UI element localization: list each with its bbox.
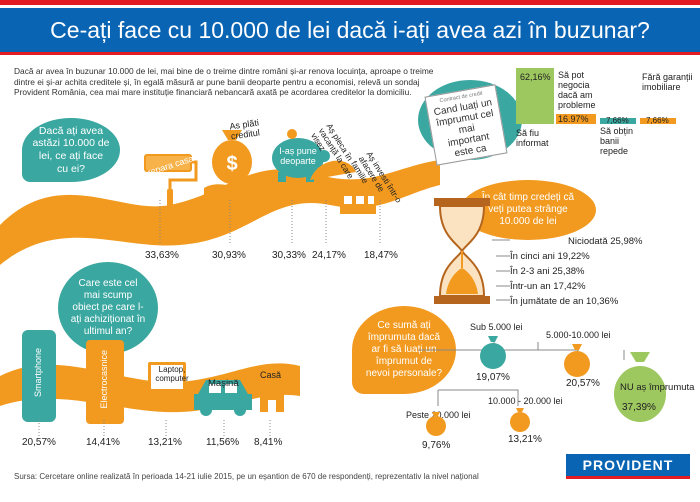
- paint-roller-icon: [140, 148, 200, 238]
- value-car: 11,56%: [206, 437, 240, 448]
- smartphone-icon: Smartphone: [22, 330, 56, 422]
- label-appliances: Electrocasnice: [99, 350, 109, 409]
- label-10000-20000: 10.000 - 20.000 lei: [488, 396, 563, 406]
- intro-text: Dacă ar avea în buzunar 10.000 de lei, m…: [14, 66, 434, 97]
- value-smartphone: 20,57%: [22, 437, 56, 448]
- label-fast-money: Să obțin banii repede: [600, 126, 634, 156]
- money-bag-no-borrow-icon: [612, 350, 668, 424]
- question-borrow-text: Ce sumă ați împrumuta dacă ar fi să luaț…: [365, 320, 443, 379]
- page-title: Ce-ați face cu 10.000 de lei dacă i-ați …: [0, 8, 700, 52]
- value-informed: 62,16%: [520, 72, 551, 82]
- hourglass-icon: [432, 196, 492, 306]
- value-under-5000: 19,07%: [476, 372, 510, 383]
- value-save-money: 30,33%: [272, 250, 306, 261]
- value-laptop: 13,21%: [148, 437, 182, 448]
- time-one-year: Într-un an 17,42%: [510, 281, 586, 292]
- value-house: 8,41%: [254, 437, 283, 448]
- svg-text:$: $: [226, 153, 237, 175]
- orange-wave-band: [0, 145, 440, 265]
- label-house: Casă: [260, 370, 282, 380]
- label-under-5000: Sub 5.000 lei: [470, 322, 523, 332]
- time-half-year: În jumătate de an 10,36%: [510, 296, 619, 307]
- bar-informed: [516, 68, 554, 124]
- leader-lines-expensive: [30, 420, 290, 438]
- beach-umbrella-icon: [300, 150, 360, 200]
- value-fast-money: 7,66%: [606, 116, 629, 125]
- loan-bars: 62,16% 16.97% 7,66% 7,66% Să fiu informa…: [516, 60, 698, 170]
- value-negotiate: 16.97%: [558, 114, 589, 124]
- value-5000-10000: 20,57%: [566, 378, 600, 389]
- label-no-borrow: NU aș împrumuta: [620, 382, 695, 393]
- time-connectors: [490, 238, 530, 308]
- question-spend-text: Dacă ați avea astăzi 10.000 de lei, ce a…: [32, 124, 110, 175]
- value-no-guarantee: 7,66%: [646, 116, 669, 125]
- title-red-stripe: [0, 52, 700, 55]
- money-bag-5000-10000-icon: [562, 342, 592, 378]
- value-vacation: 24,17%: [312, 250, 346, 261]
- value-family-business: 18,47%: [364, 250, 398, 261]
- value-appliances: 14,41%: [86, 437, 120, 448]
- value-over-20000: 9,76%: [422, 440, 451, 451]
- question-time-text: În cât timp credeți că veți putea strâng…: [481, 192, 575, 227]
- money-bag-10000-20000-icon: [508, 406, 532, 432]
- label-laptop: Laptop, computer: [155, 365, 189, 383]
- question-expensive-text: Care este cel mai scump obiect pe care l…: [70, 278, 146, 337]
- question-loan-important: Cand luați un împrumut cel mai important…: [432, 97, 495, 160]
- piggy-bank-icon: [262, 128, 332, 188]
- car-icon: [192, 372, 254, 420]
- label-car: Mașină: [208, 378, 239, 389]
- label-5000-10000: 5.000-10.000 lei: [546, 330, 611, 340]
- bar-no-guarantee: [640, 118, 676, 124]
- top-red-stripe: [0, 0, 700, 5]
- money-bag-hand-icon: $: [200, 118, 270, 208]
- value-no-borrow: 37,39%: [622, 402, 656, 413]
- contract-paper: Contract de credit Cand luați un împrumu…: [424, 84, 508, 166]
- value-pay-credit: 30,93%: [212, 250, 246, 261]
- label-negotiate: Să pot negocia dacă am probleme: [558, 70, 596, 110]
- value-10000-20000: 13,21%: [508, 434, 542, 445]
- family-business-icon: [338, 186, 378, 216]
- bar-fast-money: [600, 118, 636, 124]
- leader-lines-spend: [150, 200, 390, 248]
- house-icon: [254, 378, 290, 414]
- time-five-years: În cinci ani 19,22%: [510, 251, 590, 262]
- logo-red-line: [566, 476, 690, 479]
- laptop-icon: [140, 360, 194, 416]
- value-repair-house: 33,63%: [145, 250, 179, 261]
- time-two-three-years: În 2-3 ani 25,38%: [510, 266, 585, 277]
- fridge-icon: Electrocasnice: [86, 340, 124, 424]
- question-bubble-spend: Dacă ați avea astăzi 10.000 de lei, ce a…: [22, 118, 120, 182]
- source-note: Sursa: Cercetare online realizată în per…: [14, 472, 479, 481]
- money-bag-under-5000-icon: [478, 334, 508, 370]
- bar-negotiate: [556, 114, 596, 124]
- label-smartphone: Smartphone: [33, 348, 43, 398]
- time-never: Niciodată 25,98%: [568, 236, 643, 247]
- label-save-money: I-aș pune deoparte: [279, 146, 317, 166]
- label-informed: Să fiu informat: [516, 128, 549, 148]
- question-bubble-expensive: Care este cel mai scump obiect pe care l…: [58, 262, 158, 354]
- provident-logo: PROVIDENT: [566, 454, 690, 476]
- money-bag-over-20000-icon: [424, 410, 448, 436]
- label-no-guarantee: Fără garanții imobiliare: [642, 72, 693, 92]
